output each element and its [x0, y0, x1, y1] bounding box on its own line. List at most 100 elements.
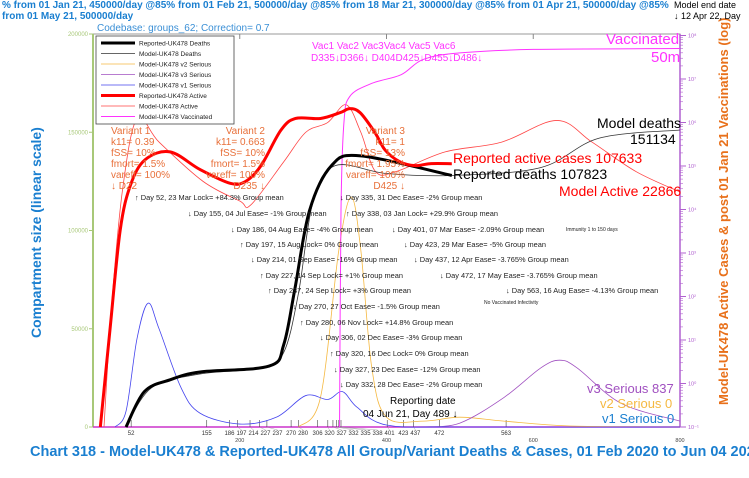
event-annotation: ↓ Day 327, 23 Dec Ease= -12% Group mean — [334, 365, 481, 374]
event-day-label: 306 — [313, 431, 324, 437]
event-day-label: 437 — [410, 431, 421, 437]
series-line-reported-uk478-deaths — [124, 153, 453, 428]
event-day-label: 52 — [128, 431, 135, 437]
y-tick-label: 200000 — [68, 32, 89, 38]
event-day-label: 270 — [286, 431, 297, 437]
y-tick-label: 50000 — [71, 327, 88, 333]
legend-entry: Model-UK478 Vaccinated — [139, 114, 213, 121]
x-tick-label: 400 — [382, 438, 391, 444]
y2-tick-label: 10⁶ — [688, 120, 696, 127]
variant-param-line: ↓ D22 — [111, 181, 138, 192]
event-leader-line — [387, 426, 390, 431]
y2-tick-label: 10³ — [688, 251, 696, 257]
y2-tick-label: 10⁸ — [688, 33, 696, 40]
variant-param-line: vareff= 100% — [111, 170, 171, 181]
event-annotation: ↓ Day 437, 12 Apr Ease= -3.765% Group me… — [414, 255, 569, 264]
variant-param-line: k11= 0.39 — [111, 137, 155, 148]
event-annotation: ↓ Day 563, 16 Aug Ease= -4.13% Group mea… — [506, 286, 659, 295]
y2-tick-label: 10⁷ — [688, 76, 696, 83]
series-line-reported-uk478-active — [98, 107, 452, 428]
variant-param-line: k11= 0.663 — [215, 137, 265, 148]
legend-entry: Model-UK478 v3 Serious — [139, 72, 212, 79]
y2-tick-label: 10² — [688, 295, 696, 301]
event-leader-line — [266, 426, 278, 431]
event-leader-line — [332, 426, 342, 431]
variant-param-line: Variant 2 — [225, 126, 265, 137]
event-annotation: ↑ Day 320, 16 Dec Lock= 0% Group mean — [330, 349, 469, 358]
event-day-label: 335 — [361, 431, 372, 437]
event-annotation: ↓ Day 332, 28 Dec Ease= -2% Group mean — [340, 380, 483, 389]
event-day-label: 327 — [337, 431, 348, 437]
event-leader-line — [340, 426, 378, 431]
event-day-label: 214 — [248, 431, 259, 437]
variant-2-params: Variant 2 k11= 0.663 fSS= 10% fmort= 1.5% va… — [160, 126, 265, 192]
vaccinated-label: Vaccinated — [606, 31, 680, 48]
reporting-date-value: 04 Jun 21, Day 489 ↓ — [363, 409, 458, 420]
series-line-model-uk478-v2-serious — [298, 196, 681, 428]
event-day-label: 472 — [434, 431, 445, 437]
y2-tick-label: 10⁰ — [688, 381, 697, 388]
event-annotation: ↑ Day 280, 06 Nov Lock= +14.8% Group mea… — [300, 318, 454, 327]
variant-param-line: D235 ↓ — [233, 181, 265, 192]
model-end-date-value: ↓ 12 Apr 22, Day — [674, 11, 741, 21]
legend-entry: Reported-UK478 Active — [139, 93, 207, 100]
reported-deaths-label: Reported deaths 107823 — [453, 166, 608, 182]
event-day-label: 401 — [385, 431, 396, 437]
reporting-date-label: Reporting date — [390, 396, 456, 407]
event-annotation: ↑ Day 338, 03 Jan Lock= +29.9% Group mea… — [346, 209, 499, 218]
x-tick-label: 200 — [235, 438, 244, 444]
y2-tick-label: 10¹ — [688, 338, 696, 344]
x-tick-label: 800 — [675, 438, 684, 444]
legend-entry: Model-UK478 Active — [139, 104, 198, 111]
legend-entry: Model-UK478 Deaths — [139, 51, 202, 58]
event-day-label: 197 — [236, 431, 247, 437]
event-annotation: ↓ Day 401, 07 Mar Ease= -2.09% Group mea… — [392, 225, 545, 234]
variant-param-line: fmort= 1.5% — [210, 159, 265, 170]
event-day-label: 338 — [373, 431, 384, 437]
variant-param-line: Variant 1 — [111, 126, 151, 137]
model-deaths-value: 151134 — [630, 131, 676, 147]
y2-tick-label: 10⁴ — [688, 207, 697, 214]
event-day-label: 332 — [349, 431, 360, 437]
y-tick-label: 100000 — [68, 229, 89, 235]
reported-active-label: Reported active cases 107633 — [453, 150, 643, 166]
v3-serious-label: v3 Serious 837 — [587, 381, 674, 396]
v2-serious-label: v2 Serious 0 — [600, 396, 673, 411]
series-line-model-uk478-active — [103, 104, 681, 428]
model-active-label: Model Active 22866 — [559, 183, 682, 199]
event-annotation: ↑ Day 52, 23 Mar Lock= +84.3% Group mean — [135, 193, 284, 202]
no-vaccinated-infectivity-note: No Vaccinated Infectivity — [484, 300, 539, 306]
variant-param-line: vareff= 100% — [205, 170, 265, 181]
event-day-label: 155 — [202, 431, 213, 437]
series-line-model-uk478-vaccinated — [339, 48, 681, 428]
event-annotation: ↑ Day 237, 24 Sep Lock= +3% Group mean — [268, 286, 411, 295]
y-tick-label: 0 — [85, 425, 89, 431]
event-leader-line — [237, 426, 242, 431]
event-day-label: 320 — [325, 431, 336, 437]
event-day-label: 280 — [298, 431, 309, 437]
event-day-label: 237 — [272, 431, 283, 437]
event-leader-line — [259, 426, 266, 431]
variant-1-params: Variant 1 k11= 0.39 fSS= 10% fmort= 1.5% var… — [111, 126, 170, 192]
event-day-label: 186 — [224, 431, 235, 437]
event-annotation: ↓ Day 186, 04 Aug Ease= -4% Group mean — [231, 225, 373, 234]
variant-param-line: fSS= 10% — [111, 148, 156, 159]
variant-param-line: vareff= 100% — [345, 170, 405, 181]
event-day-label: 563 — [501, 431, 512, 437]
chart-title: Chart 318 - Model-UK478 & Reported-UK478… — [30, 444, 749, 460]
event-leader-line — [298, 426, 304, 431]
x-tick-label: 600 — [529, 438, 538, 444]
variant-param-line: k11= 1 — [375, 137, 405, 148]
v1-serious-label: v1 Serious 0 — [602, 411, 675, 426]
variant-param-line: fmort= 1.95% — [345, 159, 405, 170]
legend-entry: Model-UK478 v1 Serious — [139, 83, 212, 90]
event-annotation: ↓ Day 335, 31 Dec Ease= -2% Group mean — [340, 193, 483, 202]
vaccine-labels: Vac1 Vac2 Vac3Vac4 Vac5 Vac6 — [312, 41, 456, 52]
legend-box — [95, 35, 235, 125]
model-deaths-label: Model deaths — [597, 115, 682, 131]
event-annotation: ↑ Day 227, 14 Sep Lock= +1% Group mean — [260, 271, 403, 280]
y2-tick-label: 10⁵ — [688, 163, 696, 170]
variant-param-line: fSS= 10% — [220, 148, 265, 159]
legend-entry: Model-UK478 v2 Serious — [139, 62, 212, 69]
